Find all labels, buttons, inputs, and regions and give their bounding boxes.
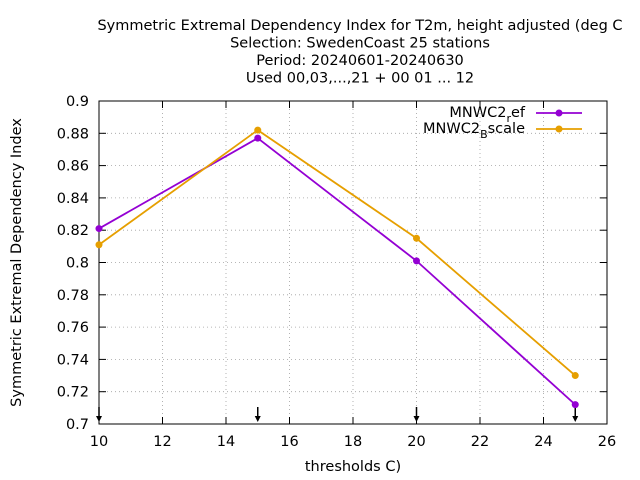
- x-tick-label: 20: [407, 434, 425, 450]
- series: [95, 126, 579, 409]
- chart-title: Symmetric Extremal Dependency Index for …: [97, 18, 622, 87]
- title-line: Symmetric Extremal Dependency Index for …: [97, 18, 622, 34]
- y-tick-label: 0.88: [57, 126, 89, 142]
- x-tick-label: 16: [280, 434, 298, 450]
- x-tick-label: 12: [153, 434, 171, 450]
- data-point: [254, 126, 262, 134]
- y-tick-label: 0.72: [57, 385, 89, 401]
- threshold-arrow-head: [96, 416, 102, 422]
- y-tick-label: 0.74: [57, 352, 89, 368]
- threshold-arrows: [96, 407, 579, 422]
- legend-swatch-point: [555, 125, 563, 133]
- y-tick-label: 0.86: [57, 159, 89, 175]
- title-line: Period: 20240601-20240630: [256, 53, 464, 69]
- x-tick-label: 18: [344, 434, 362, 450]
- series-line: [98, 128, 576, 377]
- x-axis-label: thresholds C): [305, 459, 401, 475]
- series-line: [98, 137, 576, 406]
- y-tick-label: 0.78: [57, 288, 89, 304]
- x-tick-label: 26: [598, 434, 616, 450]
- y-tick-label: 0.7: [66, 417, 89, 433]
- y-axis-label: Symmetric Extremal Dependency Index: [9, 118, 25, 407]
- data-point: [95, 225, 103, 233]
- y-tick-label: 0.76: [57, 320, 89, 336]
- threshold-arrow-head: [572, 416, 579, 422]
- legend-label: MNWC2Bscale: [423, 121, 525, 141]
- legend-swatch-point: [555, 109, 563, 117]
- legend-label: MNWC2ref: [449, 105, 525, 125]
- y-tick-label: 0.82: [57, 223, 89, 239]
- title-line: Selection: SwedenCoast 25 stations: [230, 36, 490, 52]
- x-tick-label: 24: [534, 434, 552, 450]
- x-tick-label: 14: [217, 434, 235, 450]
- y-tick-label: 0.84: [57, 191, 89, 207]
- data-point: [254, 134, 262, 142]
- threshold-arrow-head: [413, 416, 420, 422]
- data-point: [95, 241, 103, 249]
- x-tick-labels: 10 12 14 16 18 20 22 24 26: [90, 434, 616, 450]
- title-line: Used 00,03,...,21 + 00 01 ... 12: [246, 71, 474, 87]
- x-tick-label: 10: [90, 434, 108, 450]
- data-point: [571, 401, 579, 409]
- data-point: [571, 372, 579, 380]
- y-tick-label: 0.8: [66, 256, 89, 272]
- data-point: [413, 257, 420, 265]
- y-tick-label: 0.9: [66, 94, 89, 110]
- x-tick-label: 22: [471, 434, 489, 450]
- threshold-arrow-head: [254, 416, 261, 422]
- grid: [99, 101, 607, 424]
- data-point: [413, 234, 420, 242]
- y-tick-labels: 0.7 0.72 0.74 0.76 0.78 0.8 0.82 0.84 0.86 0.88 0.…: [57, 94, 89, 433]
